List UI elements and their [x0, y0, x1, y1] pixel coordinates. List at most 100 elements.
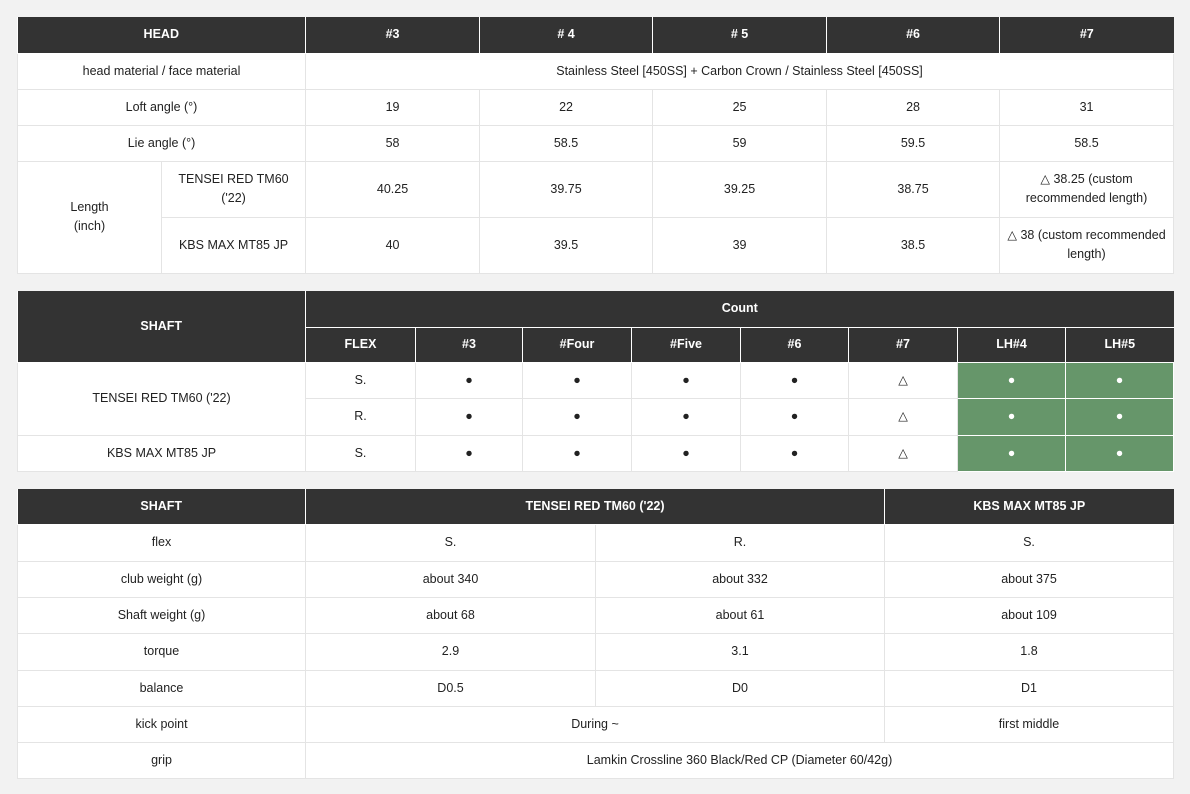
cell: 38.75 [826, 160, 1001, 218]
row-label: torque [17, 632, 306, 671]
mark: ● [415, 434, 523, 472]
mark-lh: ● [957, 397, 1066, 436]
cell: Lamkin Crossline 360 Black/Red CP (Diame… [305, 741, 1174, 779]
mark-lh: ● [1064, 397, 1175, 436]
header-count: Count [304, 291, 1174, 328]
length-label-text: Length (inch) [70, 200, 109, 233]
mark: ● [631, 361, 741, 399]
header-col: #Five [631, 327, 741, 363]
mark-lh: ● [1064, 361, 1175, 399]
row-label: balance [17, 669, 306, 707]
cell: 2.9 [305, 632, 596, 671]
mark: △ [848, 361, 958, 399]
cell: 59.5 [826, 124, 1001, 162]
header-6: #6 [826, 17, 1001, 54]
row-label: Loft angle (°) [16, 88, 307, 126]
table-row: R. ● ● ● ● △ ● ● [18, 397, 1175, 436]
row-label: flex [17, 523, 306, 562]
cell: D0 [595, 669, 885, 707]
cell: about 61 [595, 596, 885, 634]
material-value: Stainless Steel [450SS] + Carbon Crown /… [305, 52, 1175, 90]
cell: D1 [884, 669, 1174, 707]
cell: D0.5 [305, 669, 596, 707]
table-row: torque 2.9 3.1 1.8 [17, 632, 1174, 671]
cell: first middle [884, 705, 1174, 743]
header-col: LH#4 [957, 327, 1066, 363]
header-col: #7 [848, 327, 958, 363]
header-col: #3 [415, 327, 523, 363]
cell: 59 [652, 124, 828, 162]
cell: 40.25 [305, 160, 481, 218]
table-row: Loft angle (°) 19 22 25 28 31 [16, 88, 1175, 126]
header-flex: FLEX [305, 327, 416, 363]
cell: S. [305, 523, 596, 562]
cell: 39.5 [479, 216, 654, 274]
shaft-spec-table: SHAFT TENSEI RED TM60 ('22) KBS MAX MT85… [17, 489, 1174, 779]
cell: During ~ [305, 705, 885, 743]
mark-lh: ● [1064, 434, 1175, 472]
shaft-name: KBS MAX MT85 JP [17, 434, 306, 472]
flex-cell: S. [305, 434, 416, 472]
row-label: club weight (g) [17, 560, 306, 598]
mark: ● [631, 434, 741, 472]
flex-cell: S. [305, 361, 416, 399]
cell: 39 [652, 216, 828, 274]
cell: R. [595, 523, 885, 562]
mark: ● [522, 361, 632, 399]
header-tensei: TENSEI RED TM60 ('22) [305, 489, 885, 525]
table-row: TENSEI RED TM60 ('22) S. ● ● ● ● △ ● ● [17, 361, 1175, 436]
cell: 28 [826, 88, 1001, 126]
mark: ● [522, 397, 632, 436]
row-label: kick point [17, 705, 306, 743]
cell: 40 [305, 216, 481, 274]
flex-cell: R. [305, 397, 416, 436]
row-label: Lie angle (°) [16, 124, 307, 162]
table-row: head material / face material Stainless … [16, 52, 1175, 90]
table-row: KBS MAX MT85 JP S. ● ● ● ● △ ● ● [17, 434, 1175, 472]
table-row: club weight (g) about 340 about 332 abou… [17, 560, 1174, 598]
row-label: grip [17, 741, 306, 779]
cell: about 375 [884, 560, 1174, 598]
cell: about 68 [305, 596, 596, 634]
cell: △ 38 (custom recommended length) [999, 216, 1175, 274]
cell: 3.1 [595, 632, 885, 671]
cell: 25 [652, 88, 828, 126]
shaft-name: KBS MAX MT85 JP [160, 216, 307, 274]
shaft-count-table: SHAFT Count FLEX #3 #Four #Five #6 #7 LH… [17, 291, 1175, 472]
shaft-name: TENSEI RED TM60 ('22) [160, 160, 307, 218]
mark: ● [631, 397, 741, 436]
table-row: grip Lamkin Crossline 360 Black/Red CP (… [17, 741, 1174, 779]
mark: ● [740, 397, 849, 436]
header-head: HEAD [17, 17, 307, 54]
cell: S. [884, 523, 1174, 562]
header-7: #7 [999, 17, 1174, 54]
cell: 19 [305, 88, 481, 126]
header-kbs: KBS MAX MT85 JP [884, 489, 1174, 525]
cell: 22 [479, 88, 654, 126]
mark: △ [848, 434, 958, 472]
header-shaft: SHAFT [17, 291, 306, 363]
mark: △ [848, 397, 958, 436]
cell: 31 [999, 88, 1175, 126]
head-spec-table: HEAD #3 # 4 # 5 #6 #7 head material / fa… [16, 17, 1175, 274]
table-row: Length (inch) TENSEI RED TM60 ('22) 40.2… [17, 160, 1175, 274]
shaft-name: TENSEI RED TM60 ('22) [17, 361, 306, 436]
header-5: # 5 [652, 17, 828, 54]
table-row: balance D0.5 D0 D1 [17, 669, 1174, 707]
cell: △ 38.25 (custom recommended length) [999, 160, 1175, 218]
mark-lh: ● [957, 361, 1066, 399]
table-row: flex S. R. S. [17, 523, 1174, 562]
header-row: SHAFT Count [17, 291, 1174, 363]
table-row: kick point During ~ first middle [17, 705, 1174, 743]
mark: ● [415, 397, 523, 436]
cell: 58.5 [999, 124, 1175, 162]
length-label: Length (inch) [17, 160, 162, 274]
header-row: SHAFT TENSEI RED TM60 ('22) KBS MAX MT85… [17, 489, 1174, 525]
table-row: Shaft weight (g) about 68 about 61 about… [17, 596, 1174, 634]
row-label: head material / face material [16, 52, 307, 90]
header-row: HEAD #3 # 4 # 5 #6 #7 [17, 17, 1174, 54]
header-col: #6 [740, 327, 849, 363]
cell: about 332 [595, 560, 885, 598]
header-col: #Four [522, 327, 632, 363]
header-col: LH#5 [1064, 327, 1174, 363]
